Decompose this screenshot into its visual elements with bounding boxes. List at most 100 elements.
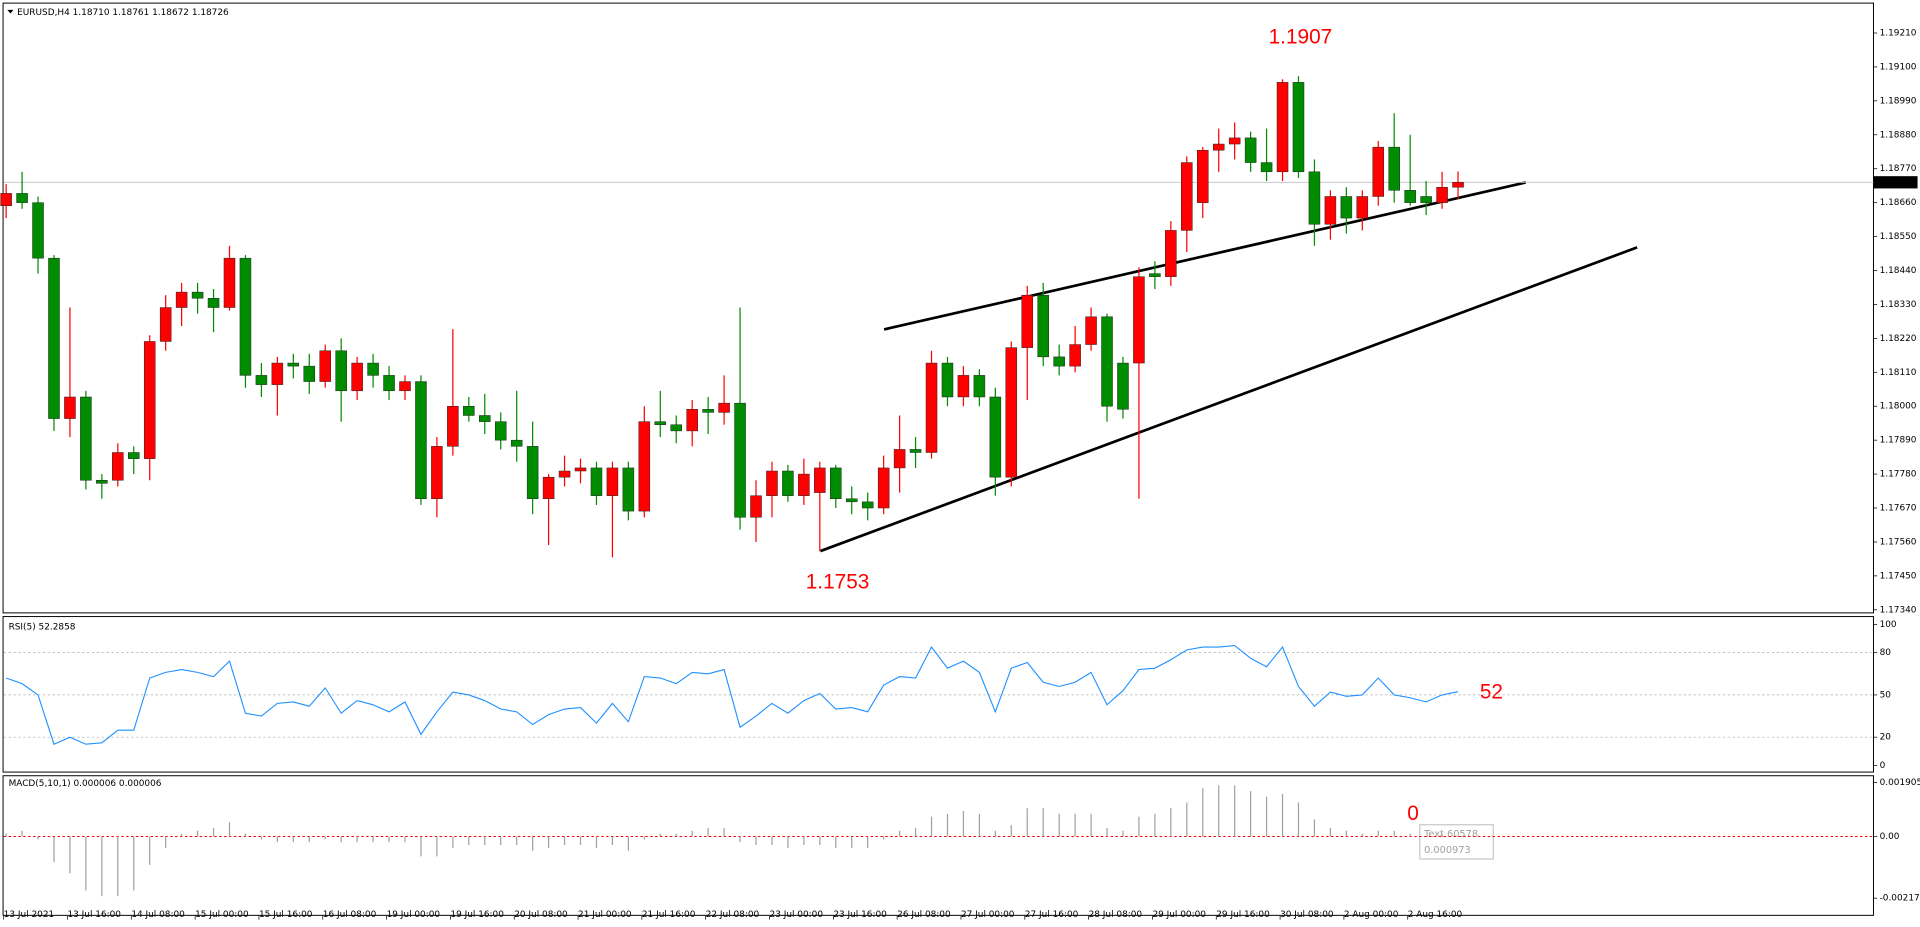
candle-body xyxy=(1037,294,1049,358)
x-tick-label: 15 Jul 16:00 xyxy=(259,910,313,920)
candle-body xyxy=(957,375,970,398)
y-tick-label: 50 xyxy=(1880,690,1892,700)
candle-body xyxy=(175,291,188,308)
candle-body xyxy=(415,381,427,500)
candle-body xyxy=(798,473,810,496)
candle-body xyxy=(271,362,284,385)
rsi-line xyxy=(5,645,1459,745)
candle-body xyxy=(303,365,316,382)
x-tick-label: 20 Jul 08:00 xyxy=(514,910,568,920)
tooltip-text: 0.000973 xyxy=(1424,845,1471,856)
candle-body xyxy=(606,467,619,496)
candle-body xyxy=(766,470,778,496)
candle-body xyxy=(494,421,507,441)
candle-body xyxy=(383,375,395,392)
annotation: 1.1753 xyxy=(806,570,870,593)
candle-body xyxy=(319,350,331,382)
candle-body xyxy=(1181,162,1193,231)
candle-body xyxy=(1021,294,1034,348)
candle-body xyxy=(287,362,300,367)
candle-body xyxy=(1308,171,1321,225)
candle-body xyxy=(814,467,826,493)
candle-body xyxy=(893,449,906,469)
y-tick-label: 1.17670 xyxy=(1880,504,1917,514)
candle-body xyxy=(1244,137,1257,163)
candle-body xyxy=(64,396,76,419)
y-tick-label: 1.18110 xyxy=(1880,368,1917,378)
candle-body xyxy=(463,405,475,416)
candle-body xyxy=(973,375,986,398)
y-tick-label: 80 xyxy=(1880,648,1892,658)
candle-body xyxy=(191,291,204,299)
candle-body xyxy=(255,375,268,385)
annotation: 1.1907 xyxy=(1269,25,1333,48)
y-tick-label: 1.17890 xyxy=(1880,436,1917,446)
candle-body xyxy=(941,362,954,398)
candle-body xyxy=(1388,146,1400,191)
x-tick-label: 16 Jul 08:00 xyxy=(323,910,377,920)
candle-body xyxy=(989,396,1002,478)
candle-body xyxy=(638,421,651,512)
candle-body xyxy=(1197,149,1209,203)
macd-panel xyxy=(2,775,1874,916)
current-price-box xyxy=(1873,176,1918,189)
candle-body xyxy=(734,402,746,518)
candle-body xyxy=(782,470,794,496)
candle-body xyxy=(1292,82,1305,173)
candle-body xyxy=(1356,196,1369,219)
y-tick-label: 1.17780 xyxy=(1880,470,1917,480)
candle-body xyxy=(1005,347,1018,478)
trendline xyxy=(819,246,1638,553)
candle-body xyxy=(1452,182,1464,188)
y-tick-label: 1.19210 xyxy=(1880,29,1917,39)
x-tick-label: 2 Aug 00:00 xyxy=(1344,910,1399,920)
candle-body xyxy=(1340,196,1353,219)
candle-body xyxy=(223,257,236,308)
y-tick-label: 100 xyxy=(1880,620,1897,630)
candle-body xyxy=(574,467,587,472)
rsi-title: RSI(5) 52.2858 xyxy=(9,622,76,632)
macd-title: MACD(5,10,1) 0.000006 0.000006 xyxy=(9,779,162,789)
candle-body xyxy=(1404,190,1416,203)
y-tick-label: 1.18990 xyxy=(1880,96,1917,106)
x-tick-label: 21 Jul 16:00 xyxy=(642,910,696,920)
candle-body xyxy=(335,350,347,392)
x-tick-label: 27 Jul 00:00 xyxy=(961,910,1015,920)
candle-body xyxy=(128,452,140,459)
y-tick-label: 1.18000 xyxy=(1880,402,1917,412)
tooltip xyxy=(1419,824,1494,860)
x-tick-label: 29 Jul 16:00 xyxy=(1216,910,1270,920)
x-tick-label: 13 Jul 2021 xyxy=(4,910,54,920)
x-tick-label: 26 Jul 08:00 xyxy=(897,910,951,920)
x-tick-label: 27 Jul 16:00 xyxy=(1025,910,1079,920)
candle-body xyxy=(112,452,124,481)
trendline xyxy=(883,181,1527,331)
candle-body xyxy=(1133,276,1145,364)
y-tick-label: 20 xyxy=(1880,733,1892,743)
candle-body xyxy=(1101,316,1113,407)
y-tick-label: 0.00 xyxy=(1880,832,1900,842)
candle-body xyxy=(909,449,922,453)
candle-body xyxy=(1069,344,1081,367)
x-tick-label: 29 Jul 00:00 xyxy=(1152,910,1206,920)
candle-body xyxy=(590,467,603,496)
y-tick-label: 0.001905 xyxy=(1880,778,1920,788)
candle-body xyxy=(479,415,491,422)
y-tick-label: 1.18880 xyxy=(1880,130,1917,140)
candle-body xyxy=(239,257,252,376)
candle-body xyxy=(830,467,842,500)
y-tick-label: -0.002173 xyxy=(1880,894,1920,904)
annotation: 0 xyxy=(1407,802,1419,825)
candle-body xyxy=(1212,143,1225,151)
current-price-label: 1.18726 xyxy=(1880,178,1917,188)
candle-body xyxy=(1228,137,1241,145)
x-tick-label: 14 Jul 08:00 xyxy=(131,910,185,920)
candle-body xyxy=(447,405,459,447)
menu-arrow[interactable] xyxy=(7,9,14,14)
x-tick-label: 13 Jul 16:00 xyxy=(67,910,121,920)
y-tick-label: 1.19100 xyxy=(1880,62,1917,72)
candle-body xyxy=(16,193,28,203)
